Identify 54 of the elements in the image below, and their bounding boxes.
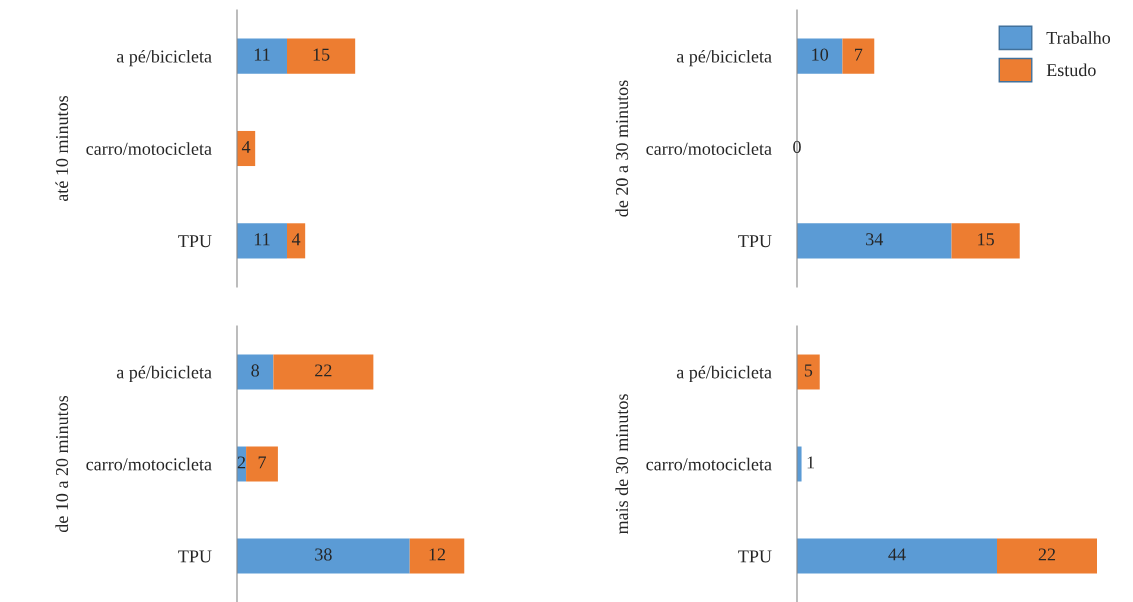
bar — [409, 538, 465, 574]
y-tick-label: carro/motocicleta — [86, 142, 212, 155]
legend-label: Trabalho — [1046, 31, 1111, 44]
bar — [237, 38, 287, 74]
bar — [842, 38, 875, 74]
y-tick-label: carro/motocicleta — [646, 142, 772, 155]
data-label: 34 — [866, 233, 884, 246]
data-label: 7 — [258, 456, 266, 469]
bar — [287, 223, 306, 259]
data-label: 7 — [855, 48, 863, 61]
y-tick-label: a pé/bicicleta — [676, 365, 772, 383]
y-axis-title: até 10 minutos — [55, 96, 69, 202]
y-tick-label: a pé/bicicleta — [676, 49, 772, 67]
data-label: 2 — [237, 456, 246, 469]
data-label: 22 — [1038, 548, 1056, 561]
y-tick-label: TPU — [178, 235, 212, 248]
bar — [797, 38, 843, 74]
data-label: 0 — [793, 140, 801, 154]
data-label: 44 — [888, 548, 906, 561]
data-label: 8 — [251, 364, 260, 377]
y-axis-title: mais de 30 minutos — [615, 394, 629, 535]
data-label: 11 — [254, 233, 270, 246]
data-label: 5 — [804, 364, 813, 377]
bar — [237, 538, 410, 574]
bar — [797, 538, 997, 574]
data-label: 11 — [254, 48, 270, 61]
y-tick-label: TPU — [738, 235, 772, 248]
y-tick-label: carro/motocicleta — [86, 457, 212, 471]
data-label: 4 — [241, 140, 251, 153]
data-label: 22 — [315, 364, 332, 377]
bar — [237, 354, 274, 390]
data-label: 4 — [291, 233, 301, 246]
bar — [797, 354, 820, 390]
data-label: 15 — [978, 233, 994, 246]
data-label: 15 — [313, 48, 330, 61]
y-tick-label: a pé/bicicleta — [116, 49, 212, 67]
y-axis-title: de 10 a 20 minutos — [55, 395, 69, 533]
y-tick-label: TPU — [738, 550, 772, 563]
data-label: 1 — [807, 456, 814, 469]
y-tick-label: a pé/bicicleta — [116, 365, 212, 383]
bar — [951, 223, 1020, 259]
data-label: 10 — [812, 48, 829, 61]
data-label: 38 — [315, 548, 332, 561]
bar — [246, 446, 278, 482]
y-tick-label: TPU — [178, 550, 212, 563]
y-tick-label: carro/motocicleta — [646, 457, 772, 471]
bar — [237, 223, 287, 259]
bar — [273, 354, 374, 390]
y-axis-title: de 20 a 30 minutos — [615, 80, 629, 217]
bar — [797, 223, 952, 259]
data-label: 12 — [429, 548, 446, 561]
legend-label: Estudo — [1046, 63, 1096, 77]
bar — [287, 38, 356, 74]
bar — [997, 538, 1097, 574]
